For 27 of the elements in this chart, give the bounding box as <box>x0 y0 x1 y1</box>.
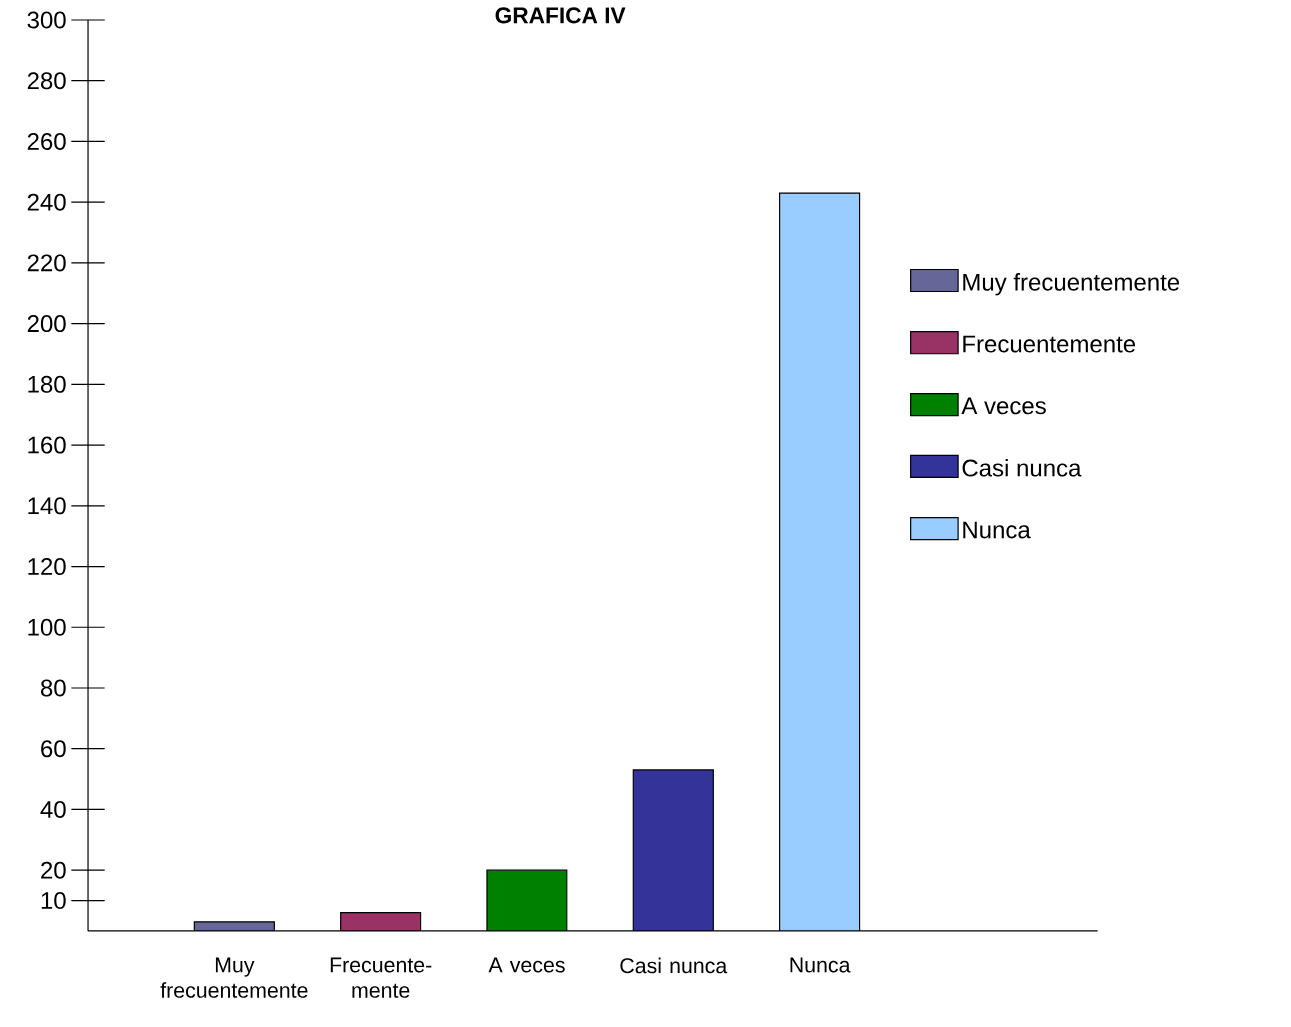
legend-label: A veces <box>961 397 1046 415</box>
y-tick-label: 60 <box>41 740 66 758</box>
y-tick-label: 200 <box>27 315 66 333</box>
y-tick-label: 300 <box>27 11 66 29</box>
legend-label: Nunca <box>963 521 1031 539</box>
legend-label: Casi nunca <box>962 458 1082 477</box>
y-tick-label: 20 <box>41 861 66 879</box>
x-tick-label: Casi nunca <box>620 957 728 974</box>
y-tick-label: 100 <box>28 618 66 636</box>
legend-label: Frecuentemente <box>963 335 1136 353</box>
x-tick-label: Frecuente- mente <box>330 957 432 998</box>
x-tick-label: Muy frecuentemente <box>160 957 308 998</box>
x-tick-label: A veces <box>488 957 565 973</box>
legend-label: Muy frecuentemente <box>963 273 1180 296</box>
y-tick-label: 240 <box>27 193 66 211</box>
chart-title: GRAFICA IV <box>495 7 626 24</box>
y-tick-label: 40 <box>40 800 66 818</box>
y-tick-label: 280 <box>27 72 66 90</box>
y-tick-label: 260 <box>27 132 66 150</box>
y-tick-label: 120 <box>28 558 66 576</box>
y-tick-label: 140 <box>28 497 66 515</box>
y-tick-label: 160 <box>28 436 66 454</box>
y-tick-label: 180 <box>28 375 66 393</box>
y-tick-label: 80 <box>40 679 66 697</box>
y-tick-label: 220 <box>27 254 66 272</box>
x-tick-label: Nunca <box>790 957 851 973</box>
y-tick-label: 10 <box>41 892 66 910</box>
